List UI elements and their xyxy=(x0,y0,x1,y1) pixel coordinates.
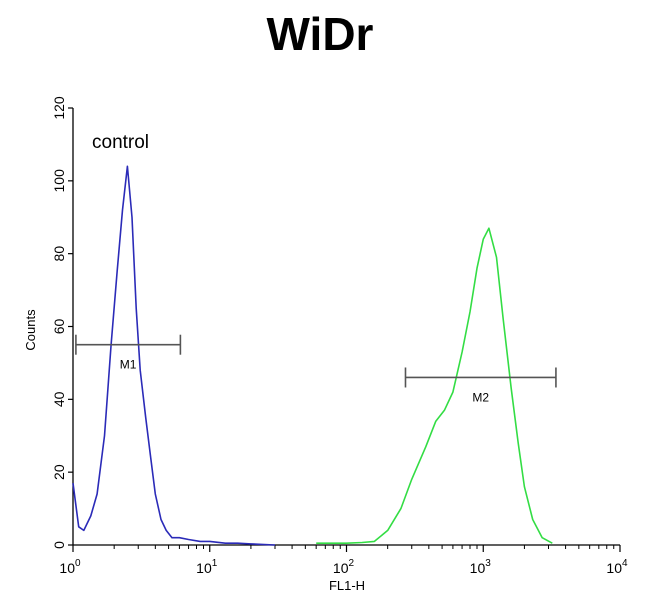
y-tick-label: 0 xyxy=(51,541,67,549)
y-tick-label: 120 xyxy=(51,96,67,120)
control-series-line xyxy=(72,165,276,546)
y-tick-label: 60 xyxy=(51,319,67,335)
x-tick-label: 100 xyxy=(59,558,81,576)
x-axis-label: FL1-H xyxy=(329,578,365,593)
gate-label-m1: M1 xyxy=(120,358,137,372)
chart-title: WiDr xyxy=(267,8,374,60)
x-tick-label: 103 xyxy=(470,558,492,576)
y-tick-label: 100 xyxy=(51,169,67,193)
sample-series-line xyxy=(316,227,553,545)
y-tick-label: 40 xyxy=(51,391,67,407)
x-tick-label: 102 xyxy=(333,558,355,576)
control-annotation: control xyxy=(92,132,149,153)
y-tick-label: 20 xyxy=(51,464,67,480)
y-axis-ticks: 0 20 40 60 80 100 120 xyxy=(51,96,73,549)
y-tick-label: 80 xyxy=(51,246,67,262)
series-layer xyxy=(72,165,553,546)
gate-label-m2: M2 xyxy=(472,390,489,404)
x-axis-ticks: 100 101 102 103 104 xyxy=(59,545,628,576)
marker-layer: M1 M2 xyxy=(75,334,557,404)
x-tick-label: 104 xyxy=(606,558,628,576)
x-tick-label: 101 xyxy=(196,558,218,576)
y-axis-label: Counts xyxy=(23,309,38,351)
